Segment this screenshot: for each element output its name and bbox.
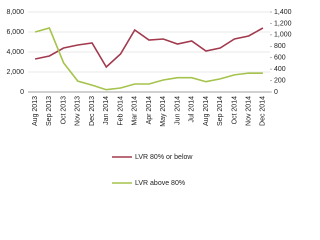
x-tick-label: Oct 2013 (60, 96, 67, 125)
x-tick-label: Dec 2014 (260, 96, 267, 126)
x-tick-label: Mar 2014 (132, 96, 139, 126)
y2-tick-label: 800 (274, 43, 286, 50)
x-tick-label: Jul 2014 (189, 96, 196, 123)
chart: 0 2,000 4,000 6,000 8,000 0 200 400 600 800 1,000 1… (6, 9, 292, 187)
x-tick-label: Sep 2014 (217, 96, 224, 126)
y2-tick-label: 1,400 (274, 9, 292, 16)
y2-tick-label: 1,000 (274, 32, 292, 39)
y-tick-label: 6,000 (6, 29, 24, 36)
x-tick-label: Jan 2014 (103, 96, 110, 125)
x-tick-label: Feb 2014 (117, 96, 124, 126)
x-tick-label: Dec 2013 (89, 96, 96, 126)
y2-tick-label: 0 (274, 89, 278, 96)
y2-tick-label: 600 (274, 55, 286, 62)
y2-tick-label: 200 (274, 77, 286, 84)
x-tick-label: Sep 2013 (46, 96, 53, 126)
series-line (34, 27, 264, 69)
x-tick-label: Aug 2014 (203, 96, 210, 126)
y-tick-label: 8,000 (6, 9, 24, 16)
x-tick-label: Oct 2014 (231, 96, 238, 125)
legend-label: LVR above 80% (135, 180, 185, 187)
y-tick-label: 2,000 (6, 69, 24, 76)
x-tick-label: May 2014 (160, 96, 167, 127)
y2-tick-label: 1,200 (274, 20, 292, 27)
x-tick-label: Nov 2013 (75, 96, 82, 126)
legend-label: LVR 80% or below (135, 154, 193, 161)
series-line (34, 27, 263, 91)
y-tick-label: 4,000 (6, 49, 24, 56)
x-tick-label: Jun 2014 (174, 96, 181, 125)
x-tick-label: Apr 2014 (146, 96, 153, 125)
x-tick-label: Aug 2013 (32, 96, 39, 126)
y-tick-label: 0 (20, 89, 24, 96)
y2-tick-label: 400 (274, 66, 286, 73)
x-tick-label: Nov 2014 (245, 96, 252, 126)
